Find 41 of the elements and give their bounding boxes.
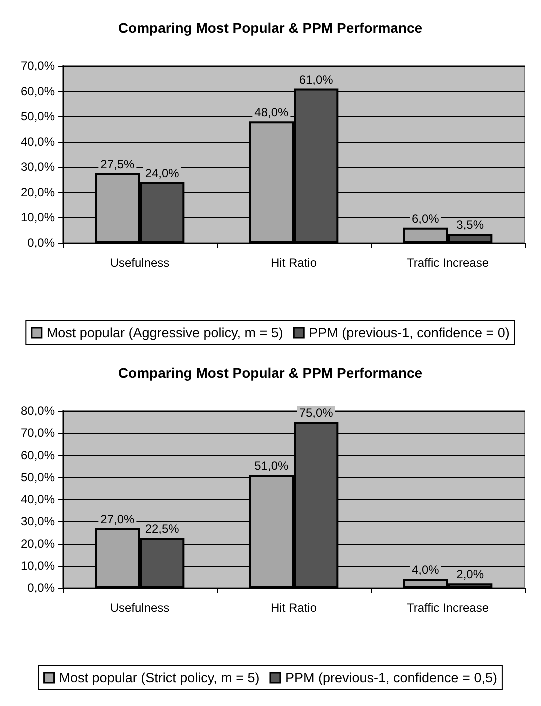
legend-label: PPM (previous-1, confidence = 0,5) xyxy=(285,670,498,686)
data-label: 51,0% xyxy=(254,459,290,474)
y-tick-label: 30,0% xyxy=(20,514,56,529)
data-label: 27,0% xyxy=(100,512,136,526)
x-tick-label: Hit Ratio xyxy=(270,601,318,615)
y-tick-label: 20,0% xyxy=(20,185,56,200)
data-label: 61,0% xyxy=(299,72,334,87)
data-label: 3,5% xyxy=(456,218,484,232)
y-tick-label: 0,0% xyxy=(28,236,56,250)
data-label: 48,0% xyxy=(254,106,290,120)
y-tick-label: 60,0% xyxy=(20,448,56,462)
y-tick-label: 40,0% xyxy=(20,492,56,506)
x-tick-label: Hit Ratio xyxy=(270,256,318,270)
legend-label: Most popular (Strict policy, m = 5) xyxy=(59,670,260,686)
y-tick-label: 30,0% xyxy=(20,160,56,174)
x-tick-label: Usefulness xyxy=(110,256,170,270)
y-tick-label: 40,0% xyxy=(20,134,56,149)
data-label: 24,0% xyxy=(145,166,180,180)
data-label: 6,0% xyxy=(412,212,440,226)
x-tick-label: Traffic Increase xyxy=(406,601,490,615)
y-tick-label: 50,0% xyxy=(20,470,56,484)
y-tick-label: 10,0% xyxy=(20,210,56,225)
data-label: 22,5% xyxy=(145,522,180,536)
y-tick-label: 20,0% xyxy=(20,536,56,551)
y-tick-label: 80,0% xyxy=(20,404,56,418)
data-label: 2,0% xyxy=(456,568,484,582)
data-label: 4,0% xyxy=(412,563,440,578)
data-label: 75,0% xyxy=(299,406,334,420)
y-tick-label: 10,0% xyxy=(20,558,56,573)
y-tick-label: 0,0% xyxy=(28,581,56,595)
x-tick-label: Traffic Increase xyxy=(406,256,490,270)
y-tick-label: 60,0% xyxy=(20,84,56,98)
y-tick-label: 70,0% xyxy=(20,426,56,440)
legend-label: PPM (previous-1, confidence = 0) xyxy=(309,326,510,340)
chart-title: Comparing Most Popular & PPM Performance xyxy=(118,365,423,381)
x-tick-label: Usefulness xyxy=(110,601,170,615)
legend-label: Most popular (Aggressive policy, m = 5) xyxy=(46,326,284,340)
chart-title: Comparing Most Popular & PPM Performance xyxy=(118,20,423,36)
y-tick-label: 70,0% xyxy=(20,59,56,73)
data-label: 27,5% xyxy=(100,157,136,172)
y-tick-label: 50,0% xyxy=(20,110,56,124)
